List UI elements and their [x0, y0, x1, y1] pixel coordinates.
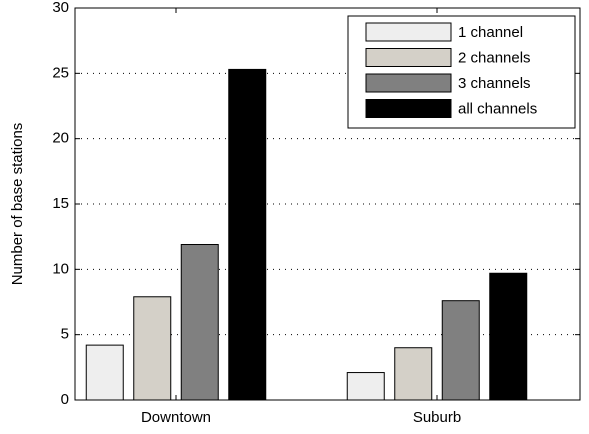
y-tick-label: 0	[61, 391, 69, 408]
x-tick-label: Downtown	[141, 409, 211, 426]
legend-swatch	[365, 73, 452, 93]
legend-swatch	[365, 22, 452, 42]
bar	[85, 344, 124, 401]
y-tick-label: 30	[52, 0, 69, 16]
bar	[133, 296, 172, 401]
bar	[489, 272, 528, 401]
legend-label: all channels	[458, 100, 537, 117]
bar	[180, 244, 219, 401]
y-tick-label: 25	[52, 64, 69, 81]
y-axis-label: Number of base stations	[9, 123, 26, 286]
legend-swatch	[365, 99, 452, 118]
bar	[228, 68, 267, 401]
bar	[346, 372, 385, 401]
y-tick-label: 20	[52, 130, 69, 147]
y-tick-label: 15	[52, 195, 69, 212]
y-tick-label: 10	[52, 260, 69, 277]
bar	[441, 300, 480, 401]
legend-label: 2 channels	[458, 49, 531, 66]
x-tick-label: Suburb	[413, 409, 461, 426]
y-tick-label: 5	[61, 326, 69, 343]
legend-label: 3 channels	[458, 75, 531, 92]
legend-label: 1 channel	[458, 24, 523, 41]
legend-swatch	[365, 48, 452, 67]
plot-frame	[74, 7, 581, 401]
bar	[394, 347, 433, 401]
